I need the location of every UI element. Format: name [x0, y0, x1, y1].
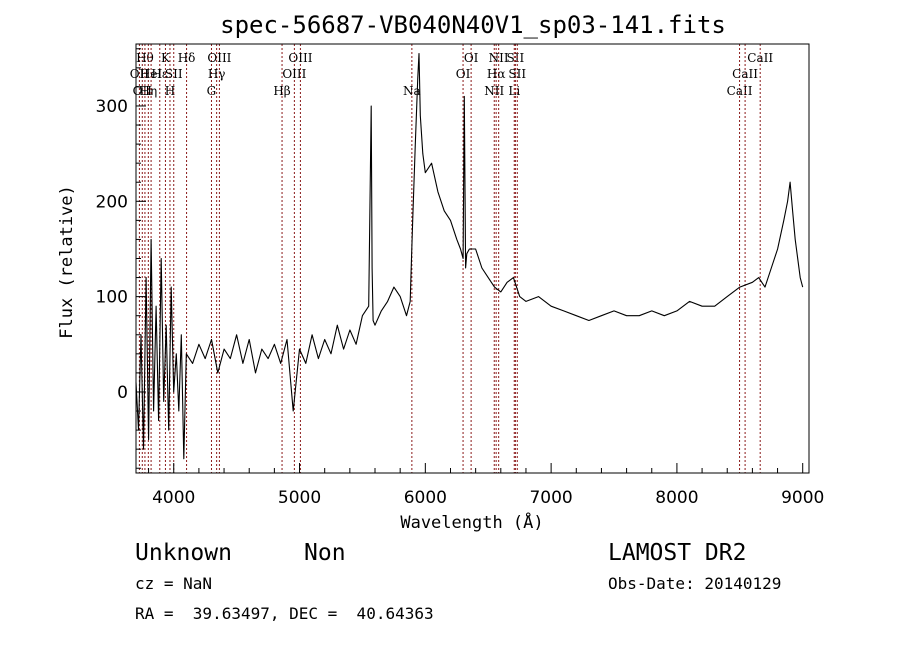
y-tick-label-200: 200 [96, 192, 128, 212]
object-subclass: Non [304, 540, 346, 566]
marker-label-4: HeI [140, 67, 163, 81]
marker-label-16: Na [403, 84, 421, 98]
x-tick-label-9000: 9000 [781, 488, 824, 508]
marker-label-5: Hε [151, 67, 168, 81]
marker-label-15: OIII [288, 51, 312, 65]
x-tick-label-5000: 5000 [278, 488, 321, 508]
marker-label-8: SII [165, 67, 183, 81]
object-class: Unknown [135, 540, 232, 566]
plot-frame [135, 43, 810, 474]
marker-label-22: Li [508, 84, 520, 98]
y-axis-label: Flux (relative) [57, 185, 77, 339]
chart-title: spec-56687-VB040N40V1_sp03-141.fits [220, 11, 726, 39]
y-tick-label-300: 300 [96, 97, 128, 117]
marker-label-6: K [161, 51, 171, 65]
marker-label-12: OIII [207, 51, 231, 65]
marker-label-14: OIII [282, 67, 306, 81]
marker-label-24: SII [508, 67, 526, 81]
y-tick-label-0: 0 [117, 383, 128, 403]
observation-date: Obs-Date: 20140129 [608, 574, 782, 593]
marker-label-0: OII [130, 67, 150, 81]
marker-label-17: OI [456, 67, 471, 81]
x-tick-label-6000: 6000 [404, 488, 447, 508]
marker-label-20: Hα [487, 67, 506, 81]
y-tick-label-100: 100 [96, 288, 128, 308]
marker-label-18: OI [464, 51, 479, 65]
marker-label-2: Hθ [136, 51, 154, 65]
redshift-cz: cz = NaN [135, 574, 213, 593]
marker-label-3: Hη [139, 84, 157, 98]
spectrum-line [135, 52, 804, 460]
marker-label-25: CaII [727, 84, 753, 98]
marker-label-1: OII [133, 84, 153, 98]
x-tick-label-8000: 8000 [655, 488, 698, 508]
marker-label-9: Hδ [178, 51, 196, 65]
marker-label-27: CaII [747, 51, 773, 65]
x-axis: 4000 5000 6000 7000 8000 9000 [148, 463, 824, 508]
marker-label-10: G [207, 84, 217, 98]
marker-label-11: Hγ [208, 67, 226, 81]
marker-label-13: Hβ [273, 84, 290, 98]
marker-label-7: H [165, 84, 175, 98]
marker-label-23: SII [507, 51, 525, 65]
coordinates: RA = 39.63497, DEC = 40.64363 [135, 604, 434, 623]
marker-label-26: CaII [732, 67, 758, 81]
x-tick-label-4000: 4000 [152, 488, 195, 508]
spectrum-series [135, 52, 804, 460]
y-axis: 0 100 200 300 [96, 48, 146, 469]
x-tick-label-7000: 7000 [529, 488, 572, 508]
x-axis-label: Wavelength (Å) [400, 511, 543, 533]
marker-label-19: NII [484, 84, 504, 98]
marker-label-21: NII [489, 51, 509, 65]
survey-name: LAMOST DR2 [608, 540, 747, 566]
